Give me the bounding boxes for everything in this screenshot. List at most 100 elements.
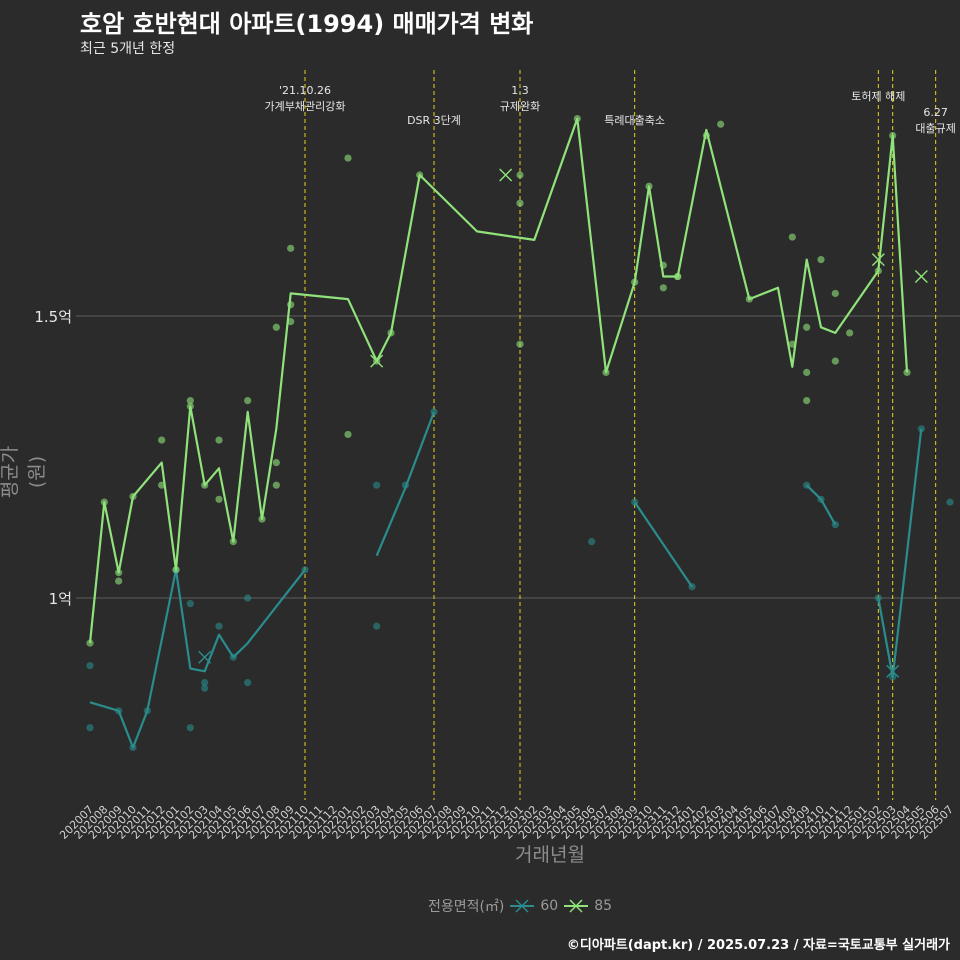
series-60-point — [889, 673, 897, 681]
series-85-point — [186, 402, 194, 410]
event-label: 규제완화 — [500, 100, 540, 113]
series-85-point — [659, 284, 667, 292]
event-label: 토허제 해제 — [851, 89, 905, 103]
series-85-point — [244, 397, 252, 405]
series-60-point — [143, 707, 151, 715]
legend-label-85: 85 — [594, 898, 613, 914]
series-85-point — [115, 569, 123, 577]
series-85-point — [903, 368, 911, 376]
series-85-point — [602, 368, 610, 376]
series-60-cross-stroke — [198, 650, 212, 664]
series-60-point — [803, 481, 811, 489]
series-85-point — [272, 481, 280, 489]
series-85-point — [817, 256, 825, 264]
event-label: 1.3 — [511, 84, 529, 97]
series-60-point — [588, 538, 596, 546]
series-60-point — [186, 600, 194, 608]
series-85-point — [201, 481, 209, 489]
series-85-point — [344, 430, 352, 439]
y-tick-label: 1.5억 — [34, 308, 72, 326]
chart-subtitle: 최근 5개년 한정 — [80, 41, 176, 57]
series-85-point — [287, 301, 295, 309]
series-85-point — [803, 323, 811, 331]
series-60-cross-stroke — [886, 664, 900, 678]
series-85-point — [129, 492, 137, 501]
series-85-point — [846, 329, 854, 337]
series-85-cross-marker — [914, 270, 928, 284]
series-60-point — [631, 498, 639, 506]
series-60-point — [86, 662, 94, 670]
series-60-point — [373, 481, 381, 489]
series-85-point — [717, 120, 725, 128]
series-85-point — [387, 329, 395, 337]
legend-item-60: 60 — [510, 898, 558, 914]
series-60-point — [186, 724, 194, 732]
series-85-point — [702, 131, 710, 140]
series-60-point — [874, 594, 882, 602]
series-60-point — [86, 724, 94, 732]
series-85-point — [573, 115, 581, 123]
series-60-point — [401, 481, 409, 489]
series-60-point — [831, 521, 839, 529]
series-85-cross-stroke — [499, 168, 513, 182]
series-85-point — [831, 289, 839, 298]
series-60-point — [201, 684, 209, 692]
legend-item-85: 85 — [564, 898, 612, 914]
series-85-point — [788, 340, 796, 348]
series-60-point — [817, 495, 825, 503]
source-caption: ©디아파트(dapt.kr) / 2025.07.23 / 자료=국토교통부 실… — [566, 938, 950, 953]
series-85-point — [516, 199, 524, 207]
series-85-cross-marker — [871, 253, 885, 267]
legend: 전용면적(㎡) 60 85 — [0, 896, 960, 916]
series-60-line — [805, 484, 837, 526]
series-85-point — [100, 498, 108, 506]
series-85-point — [172, 566, 180, 574]
legend-label-60: 60 — [540, 898, 559, 914]
series-85-point — [272, 459, 280, 467]
series-60-point — [115, 707, 123, 715]
x-axis-label: 거래년월 — [515, 844, 585, 866]
series-85-point — [803, 368, 811, 376]
series-85-point — [831, 357, 839, 365]
series-85-point — [874, 267, 882, 275]
series-85-cross-marker — [370, 354, 384, 368]
event-label: '21.10.26 — [279, 84, 331, 97]
series-85-point — [86, 639, 94, 647]
series-60-point — [430, 408, 438, 416]
series-60-point — [301, 566, 309, 574]
series-85-point — [287, 244, 295, 252]
series-60-line — [375, 411, 436, 557]
series-85-point — [645, 182, 653, 190]
series-85-point — [272, 323, 280, 331]
series-85-point — [803, 397, 811, 405]
series-60-point — [917, 425, 925, 433]
event-label: DSR 3단계 — [407, 114, 461, 127]
series-60-point — [215, 622, 223, 630]
series-60-point — [688, 583, 696, 591]
series-85-point — [516, 171, 524, 179]
series-85-point — [215, 495, 223, 503]
series-60-point — [244, 594, 252, 602]
series-85-point — [229, 538, 237, 546]
series-60-line — [877, 428, 923, 679]
event-label: 가계부채관리강화 — [265, 100, 346, 113]
series-60-point — [229, 653, 237, 661]
series-85-point — [745, 295, 753, 303]
series-60-point — [946, 498, 954, 506]
series-85-cross-stroke — [871, 253, 885, 267]
series-85-point — [115, 577, 123, 585]
series-60-cross-marker — [886, 664, 900, 678]
series-85-point — [344, 154, 352, 162]
series-60-point — [129, 743, 137, 752]
series-60-point — [244, 679, 252, 687]
legend-key-85-icon — [564, 899, 589, 913]
series-85-point — [631, 278, 639, 286]
legend-key-60-icon — [510, 899, 535, 913]
series-60-line — [89, 568, 306, 749]
series-85-point — [516, 340, 524, 348]
event-label: 특례대출축소 — [604, 114, 665, 127]
series-85-line — [88, 117, 909, 644]
series-85-point — [287, 318, 295, 326]
